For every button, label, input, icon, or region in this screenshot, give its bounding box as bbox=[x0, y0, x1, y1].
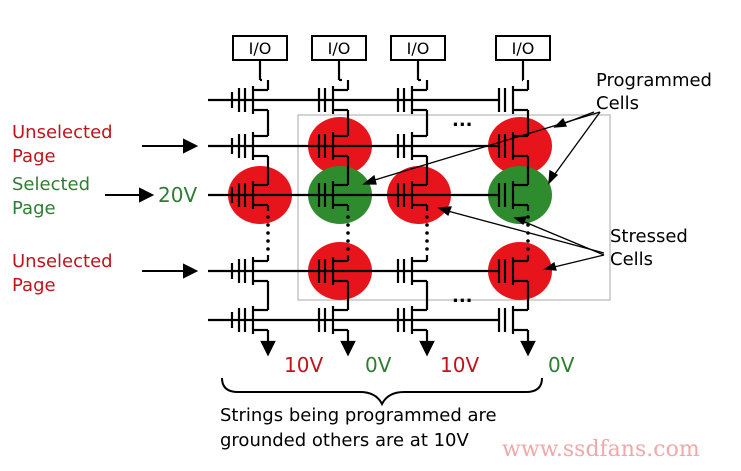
unselected-page-top-line1: Unselected bbox=[12, 122, 113, 143]
io-label: I/O bbox=[512, 39, 535, 58]
unselected-page-bottom-line2: Page bbox=[12, 275, 56, 296]
io-box-4: I/O bbox=[495, 35, 551, 61]
io-label: I/O bbox=[328, 39, 351, 58]
watermark: www.ssdfans.com bbox=[502, 437, 700, 462]
highlight-frame bbox=[297, 114, 611, 301]
selected-page-line2: Page bbox=[12, 198, 56, 219]
caption-line2: grounded others are at 10V bbox=[220, 430, 470, 451]
unselected-page-bottom-line1: Unselected bbox=[12, 251, 113, 272]
cell-circles bbox=[228, 117, 552, 300]
unselected-page-top-line2: Page bbox=[12, 146, 56, 167]
io-box-3: I/O bbox=[390, 35, 446, 61]
bitline-voltage-2: 0V bbox=[365, 353, 392, 377]
io-label: I/O bbox=[407, 39, 430, 58]
left-arrows bbox=[105, 138, 199, 279]
io-box-1: I/O bbox=[232, 35, 288, 61]
stressed-cells-line2: Cells bbox=[610, 249, 653, 270]
wiring bbox=[208, 60, 536, 357]
programmed-cells-line2: Cells bbox=[596, 93, 639, 114]
bottom-brace bbox=[221, 377, 543, 407]
cell-circle bbox=[488, 166, 552, 224]
io-box-2: I/O bbox=[311, 35, 367, 61]
programmed-cells-line1: Programmed bbox=[596, 70, 712, 91]
pointer-lines bbox=[362, 111, 605, 271]
caption-line1: Strings being programmed are bbox=[220, 405, 497, 426]
nand-string-3 bbox=[396, 60, 435, 357]
cell-circle bbox=[488, 242, 552, 300]
nand-string-1 bbox=[237, 60, 276, 357]
column-ellipsis-bottom: ... bbox=[452, 286, 473, 307]
stressed-cells-line1: Stressed bbox=[610, 226, 688, 247]
bitline-voltage-4: 0V bbox=[548, 353, 575, 377]
gate-voltage-label: 20V bbox=[158, 183, 197, 207]
nand-string-4 bbox=[497, 60, 536, 357]
column-ellipsis-top: ... bbox=[452, 110, 473, 131]
bitline-voltage-1: 10V bbox=[284, 353, 323, 377]
nand-string-2 bbox=[317, 60, 356, 357]
selected-page-line1: Selected bbox=[12, 174, 90, 195]
io-label: I/O bbox=[249, 39, 272, 58]
bitline-voltage-3: 10V bbox=[440, 353, 479, 377]
